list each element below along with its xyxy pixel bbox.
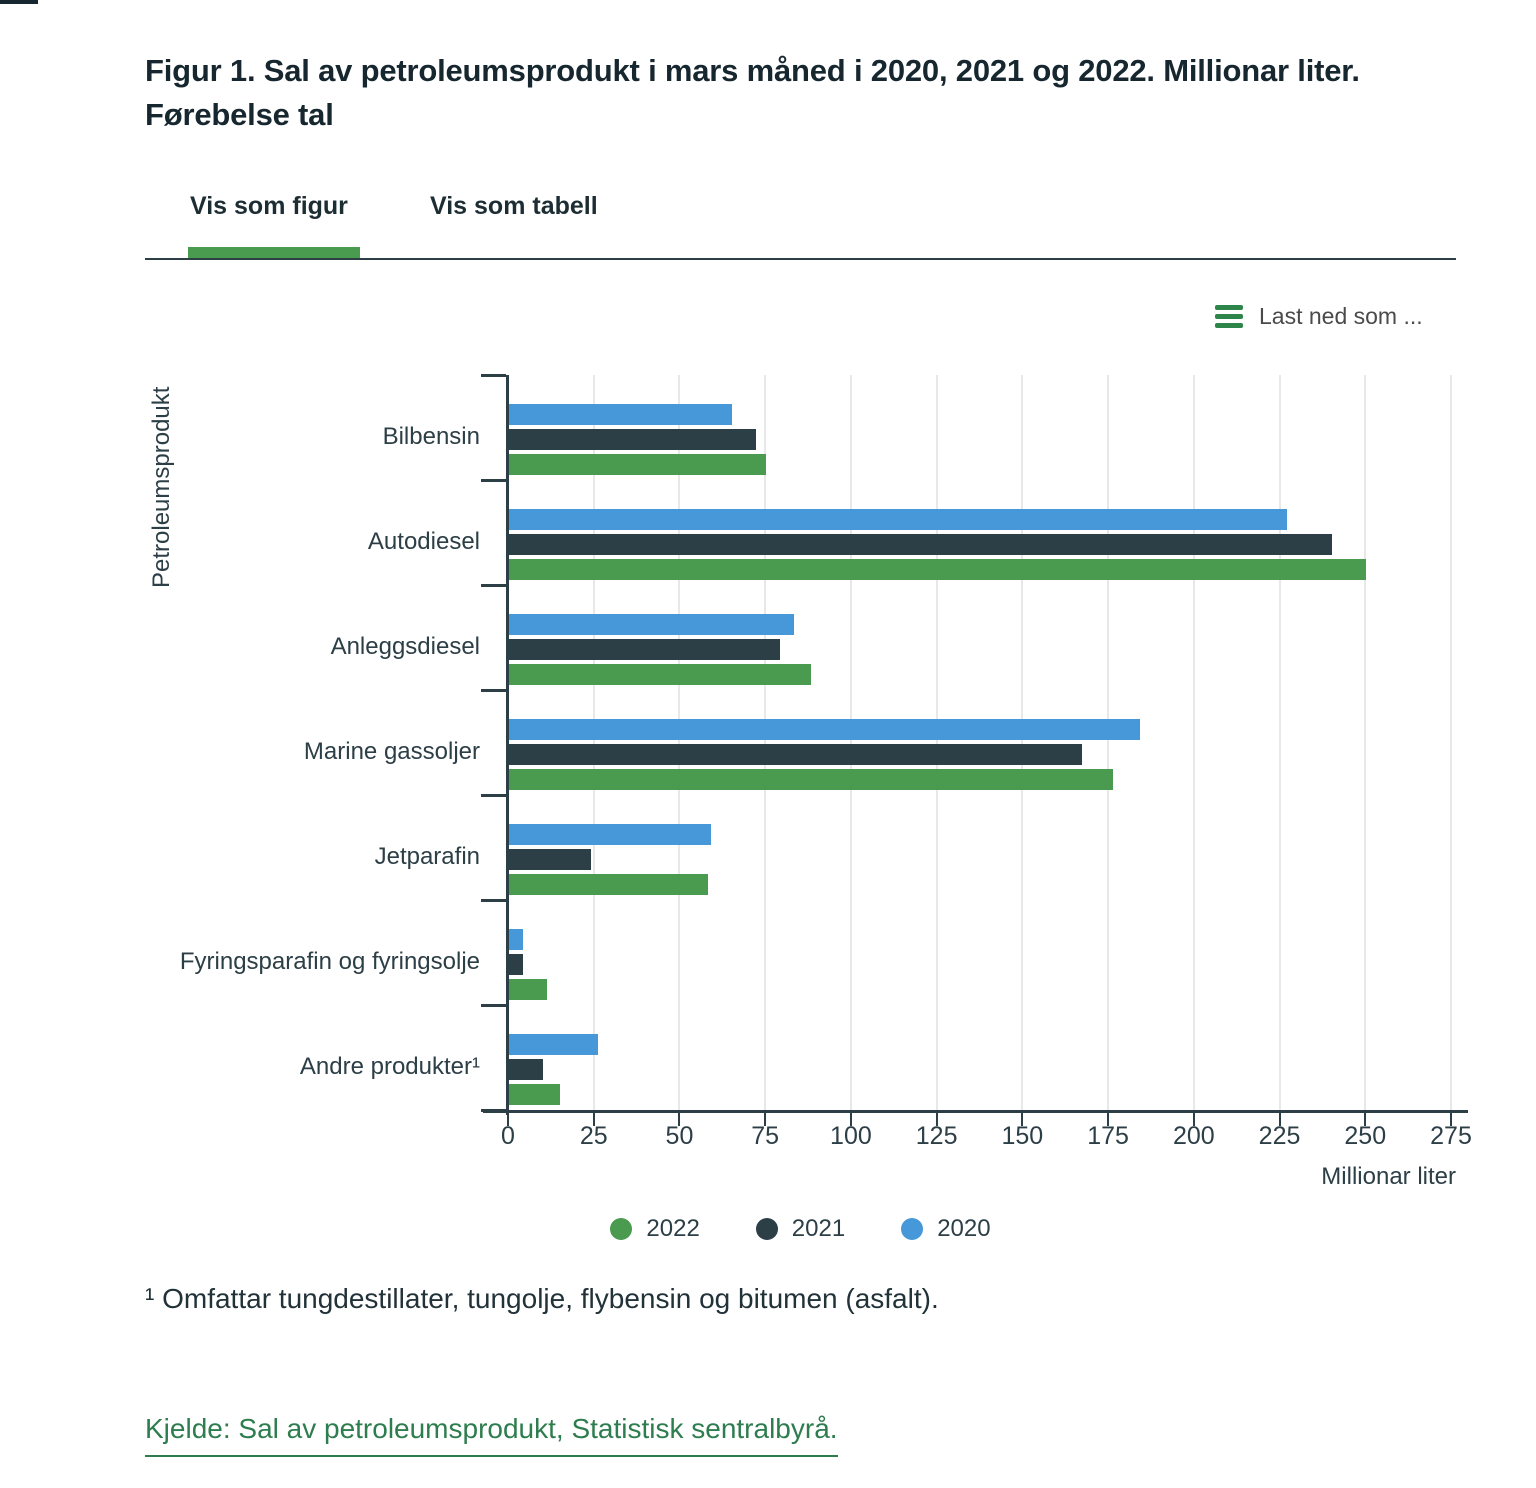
x-tick-label-25: 25: [579, 1122, 608, 1150]
y-axis-tick: [481, 794, 506, 797]
chart-plot-area: [481, 374, 1468, 1126]
category-label: Anleggsdiesel: [330, 633, 480, 660]
x-tick-label-250: 250: [1344, 1122, 1387, 1150]
bar-2022-fyringsparafin-og-fyringsolje[interactable]: [509, 979, 547, 1000]
gridline-175: [1107, 375, 1110, 1110]
legend-item-2022[interactable]: 2022: [610, 1215, 700, 1243]
legend-dot-2021: [755, 1218, 778, 1240]
legend-dot-2020: [901, 1218, 924, 1240]
figure-title: Figur 1. Sal av petroleumsprodukt i mars…: [145, 52, 1360, 132]
category-label: Autodiesel: [367, 528, 480, 555]
x-tick-label-100: 100: [830, 1122, 872, 1150]
bar-2021-bilbensin[interactable]: [509, 429, 756, 450]
download-menu-button[interactable]: Last ned som ...: [1215, 303, 1423, 330]
source-link[interactable]: Kjelde: Sal av petroleumsprodukt, Statis…: [145, 1413, 838, 1457]
x-axis-tick: [678, 1113, 681, 1126]
legend-item-2021[interactable]: 2021: [755, 1215, 846, 1243]
x-axis-tick: [849, 1113, 852, 1126]
gridline-100: [849, 375, 852, 1110]
bar-2021-anleggsdiesel[interactable]: [509, 639, 780, 660]
bar-2020-autodiesel[interactable]: [509, 509, 1288, 530]
gridline-250: [1364, 375, 1367, 1110]
bar-2022-andre-produkter¹[interactable]: [509, 1084, 561, 1105]
x-tick-label-75: 75: [751, 1122, 780, 1150]
x-axis-tick-labels: 0 25 50 75 100 125 150 175 200 225 250 275: [501, 1122, 1472, 1154]
x-axis-tick: [764, 1113, 767, 1126]
x-axis-tick: [592, 1113, 595, 1126]
x-axis-tick: [1021, 1113, 1024, 1126]
y-axis-tick: [481, 374, 506, 377]
legend-label-2021: 2021: [791, 1215, 846, 1242]
category-label: Marine gassoljer: [303, 738, 480, 765]
bar-2022-bilbensin[interactable]: [509, 454, 767, 475]
x-tick-label-0: 0: [501, 1122, 515, 1150]
bar-2021-marine-gassoljer[interactable]: [509, 744, 1082, 765]
bar-2021-andre-produkter¹[interactable]: [509, 1059, 544, 1080]
x-axis-tick: [1278, 1113, 1281, 1126]
x-tick-label-125: 125: [915, 1122, 958, 1150]
chart-legend: 2022 2021 2020: [145, 1215, 1456, 1243]
active-tab-indicator: [188, 247, 360, 259]
x-axis-tick: [1192, 1113, 1195, 1126]
bar-2020-jetparafin[interactable]: [509, 824, 712, 845]
bar-2022-marine-gassoljer[interactable]: [509, 769, 1113, 790]
bar-2022-autodiesel[interactable]: [509, 559, 1367, 580]
x-tick-label-50: 50: [665, 1122, 694, 1150]
gridline-125: [935, 375, 938, 1110]
y-axis-tick: [481, 584, 506, 587]
gridline-200: [1192, 375, 1195, 1110]
gridline-225: [1278, 375, 1281, 1110]
bar-2020-andre-produkter¹[interactable]: [509, 1034, 599, 1055]
category-labels: Bilbensin Autodiesel Anleggsdiesel Marine g…: [145, 375, 480, 1110]
hamburger-menu-icon: [1215, 305, 1243, 328]
legend-dot-2022: [610, 1218, 633, 1240]
x-tick-label-150: 150: [1001, 1122, 1044, 1150]
x-axis-tick: [1107, 1113, 1110, 1126]
gridline-75: [764, 375, 767, 1110]
bar-2021-autodiesel[interactable]: [509, 534, 1332, 555]
x-axis-tick: [1450, 1113, 1452, 1126]
y-axis-tick: [481, 899, 506, 902]
x-tick-label-225: 225: [1258, 1122, 1301, 1150]
bar-2020-marine-gassoljer[interactable]: [509, 719, 1140, 740]
tab-vis-som-figur[interactable]: Vis som figur: [190, 192, 348, 220]
x-axis-tick: [1364, 1113, 1367, 1126]
category-label: Andre produkter¹: [299, 1053, 480, 1080]
legend-item-2020[interactable]: 2020: [901, 1215, 991, 1243]
bar-2022-jetparafin[interactable]: [509, 874, 708, 895]
x-axis-line: [483, 1110, 1468, 1113]
x-axis-tick: [507, 1113, 509, 1126]
gridline-275: [1450, 375, 1452, 1110]
x-tick-label-175: 175: [1087, 1122, 1129, 1150]
x-axis-tick: [935, 1113, 938, 1126]
legend-label-2022: 2022: [646, 1215, 700, 1242]
y-axis-line: [506, 375, 509, 1115]
y-axis-tick: [481, 1004, 506, 1007]
tab-vis-som-tabell[interactable]: Vis som tabell: [430, 192, 598, 220]
page-top-mark: [0, 0, 38, 4]
x-axis-label: Millionar liter: [1321, 1163, 1456, 1190]
y-axis-tick: [481, 1109, 506, 1112]
download-label: Last ned som ...: [1259, 303, 1423, 329]
category-label: Jetparafin: [374, 843, 480, 870]
x-tick-label-200: 200: [1172, 1122, 1215, 1150]
gridline-25: [592, 375, 595, 1110]
gridline-50: [678, 375, 681, 1110]
gridline-150: [1021, 375, 1024, 1110]
bar-2020-fyringsparafin-og-fyringsolje[interactable]: [509, 929, 523, 950]
bar-2020-bilbensin[interactable]: [509, 404, 732, 425]
x-tick-label-275: 275: [1430, 1122, 1472, 1150]
y-axis-tick: [481, 479, 506, 482]
bar-2020-anleggsdiesel[interactable]: [509, 614, 794, 635]
bar-2021-fyringsparafin-og-fyringsolje[interactable]: [509, 954, 523, 975]
bar-2022-anleggsdiesel[interactable]: [509, 664, 811, 685]
footnote: ¹ Omfattar tungdestillater, tungolje, fl…: [145, 1283, 939, 1314]
category-label: Fyringsparafin og fyringsolje: [179, 948, 480, 975]
category-label: Bilbensin: [382, 423, 480, 450]
bar-2021-jetparafin[interactable]: [509, 849, 592, 870]
y-axis-tick: [481, 689, 506, 692]
legend-label-2020: 2020: [937, 1215, 991, 1242]
tabs-divider-line: [145, 258, 1456, 260]
